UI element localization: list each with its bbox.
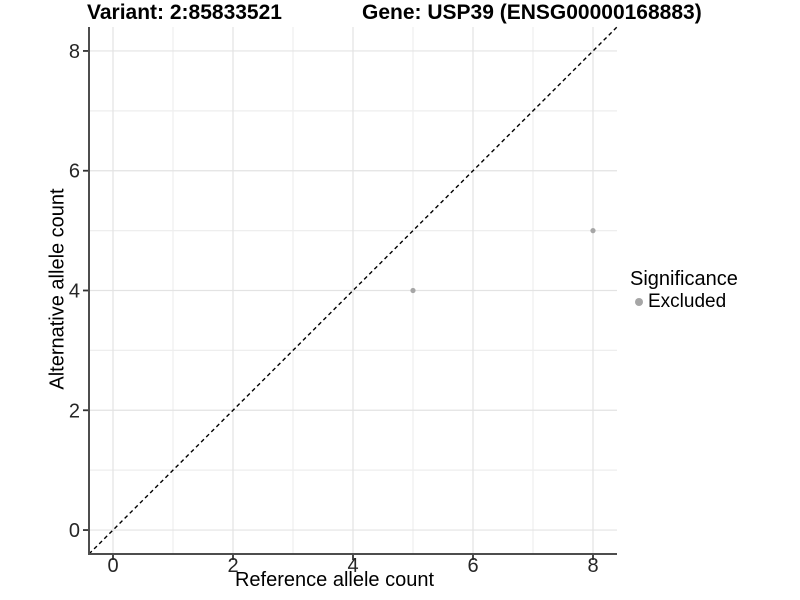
plot-title-variant: Variant: 2:85833521	[87, 1, 282, 24]
legend-entry: Excluded	[630, 291, 738, 312]
legend-entry-label: Excluded	[648, 291, 727, 312]
y-tick-label: 2	[69, 400, 80, 422]
legend: Significance Excluded	[630, 267, 738, 312]
y-tick-label: 4	[69, 281, 80, 303]
y-axis-title: Alternative allele count	[46, 188, 69, 390]
plot-title-gene: Gene: USP39 (ENSG00000168883)	[362, 1, 702, 24]
x-tick-label: 0	[107, 555, 118, 577]
x-tick-label: 8	[587, 555, 598, 577]
x-tick-label: 6	[467, 555, 478, 577]
legend-title: Significance	[630, 268, 738, 290]
identity-line	[88, 26, 618, 555]
y-tick-label: 6	[69, 161, 80, 183]
legend-point-icon	[635, 298, 643, 306]
x-tick-label: 2	[227, 555, 238, 577]
y-tick-label: 0	[69, 520, 80, 542]
data-point	[410, 287, 416, 294]
data-point	[590, 228, 596, 234]
y-tick-label: 8	[69, 41, 80, 63]
x-tick-label: 4	[347, 555, 358, 577]
x-axis-title: Reference allele count	[234, 569, 434, 591]
legend-key	[630, 293, 648, 311]
